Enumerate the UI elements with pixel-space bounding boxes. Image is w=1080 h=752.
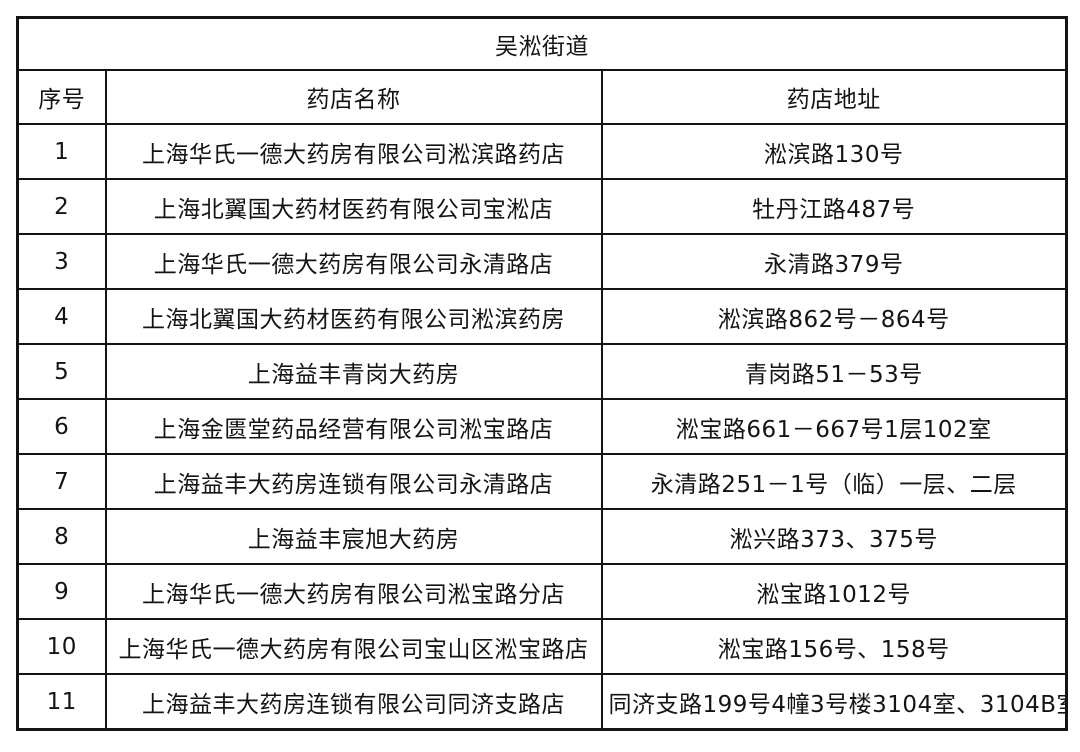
pharmacy-table: 吴淞街道 序号 药店名称 药店地址 1 上海华氏一德大药房有限公司淞滨路药店 淞…: [16, 16, 1069, 731]
pharmacy-name-cell: 上海华氏一德大药房有限公司淞宝路分店: [104, 563, 603, 620]
pharmacy-address-cell: 淞宝路1012号: [600, 563, 1068, 620]
row-index-cell: 11: [16, 673, 107, 731]
pharmacy-name-cell: 上海益丰宸旭大药房: [104, 508, 603, 565]
row-index-cell: 8: [16, 508, 107, 565]
row-index-cell: 9: [16, 563, 107, 620]
pharmacy-address-cell: 淞兴路373、375号: [600, 508, 1068, 565]
pharmacy-address-cell: 永清路379号: [600, 233, 1068, 290]
row-index-cell: 4: [16, 288, 107, 345]
table-row: 10 上海华氏一德大药房有限公司宝山区淞宝路店 淞宝路156号、158号: [16, 618, 1068, 675]
pharmacy-name-cell: 上海华氏一德大药房有限公司宝山区淞宝路店: [104, 618, 603, 675]
row-index-cell: 6: [16, 398, 107, 455]
pharmacy-address-cell: 牡丹江路487号: [600, 178, 1068, 235]
pharmacy-address-cell: 淞滨路862号－864号: [600, 288, 1068, 345]
pharmacy-name-cell: 上海华氏一德大药房有限公司淞滨路药店: [104, 123, 603, 180]
table-row: 1 上海华氏一德大药房有限公司淞滨路药店 淞滨路130号: [16, 123, 1068, 180]
table-row: 9 上海华氏一德大药房有限公司淞宝路分店 淞宝路1012号: [16, 563, 1068, 620]
row-index-cell: 3: [16, 233, 107, 290]
pharmacy-name-cell: 上海益丰青岗大药房: [104, 343, 603, 400]
table-row: 11 上海益丰大药房连锁有限公司同济支路店 同济支路199号4幢3号楼3104室…: [16, 673, 1068, 731]
row-index-cell: 5: [16, 343, 107, 400]
pharmacy-address-cell: 淞滨路130号: [600, 123, 1068, 180]
table-row: 2 上海北翼国大药材医药有限公司宝淞店 牡丹江路487号: [16, 178, 1068, 235]
table-row: 4 上海北翼国大药材医药有限公司淞滨药房 淞滨路862号－864号: [16, 288, 1068, 345]
table-header-row: 序号 药店名称 药店地址: [16, 69, 1068, 125]
row-index-cell: 2: [16, 178, 107, 235]
row-index-cell: 10: [16, 618, 107, 675]
pharmacy-address-cell: 淞宝路661－667号1层102室: [600, 398, 1068, 455]
table-title-row: 吴淞街道: [16, 16, 1068, 71]
pharmacy-name-cell: 上海金匮堂药品经营有限公司淞宝路店: [104, 398, 603, 455]
pharmacy-address-cell: 同济支路199号4幢3号楼3104室、3104B室: [600, 673, 1068, 731]
pharmacy-name-cell: 上海北翼国大药材医药有限公司宝淞店: [104, 178, 603, 235]
col-header-index: 序号: [16, 69, 107, 125]
pharmacy-address-cell: 青岗路51－53号: [600, 343, 1068, 400]
pharmacy-name-cell: 上海益丰大药房连锁有限公司永清路店: [104, 453, 603, 510]
pharmacy-address-cell: 永清路251－1号（临）一层、二层: [600, 453, 1068, 510]
pharmacy-name-cell: 上海北翼国大药材医药有限公司淞滨药房: [104, 288, 603, 345]
table-row: 5 上海益丰青岗大药房 青岗路51－53号: [16, 343, 1068, 400]
row-index-cell: 7: [16, 453, 107, 510]
table-row: 3 上海华氏一德大药房有限公司永清路店 永清路379号: [16, 233, 1068, 290]
table-row: 7 上海益丰大药房连锁有限公司永清路店 永清路251－1号（临）一层、二层: [16, 453, 1068, 510]
table-title: 吴淞街道: [16, 16, 1068, 71]
pharmacy-name-cell: 上海益丰大药房连锁有限公司同济支路店: [104, 673, 603, 731]
col-header-address: 药店地址: [600, 69, 1068, 125]
table-row: 6 上海金匮堂药品经营有限公司淞宝路店 淞宝路661－667号1层102室: [16, 398, 1068, 455]
pharmacy-address-cell: 淞宝路156号、158号: [600, 618, 1068, 675]
table-row: 8 上海益丰宸旭大药房 淞兴路373、375号: [16, 508, 1068, 565]
col-header-name: 药店名称: [104, 69, 603, 125]
pharmacy-name-cell: 上海华氏一德大药房有限公司永清路店: [104, 233, 603, 290]
row-index-cell: 1: [16, 123, 107, 180]
